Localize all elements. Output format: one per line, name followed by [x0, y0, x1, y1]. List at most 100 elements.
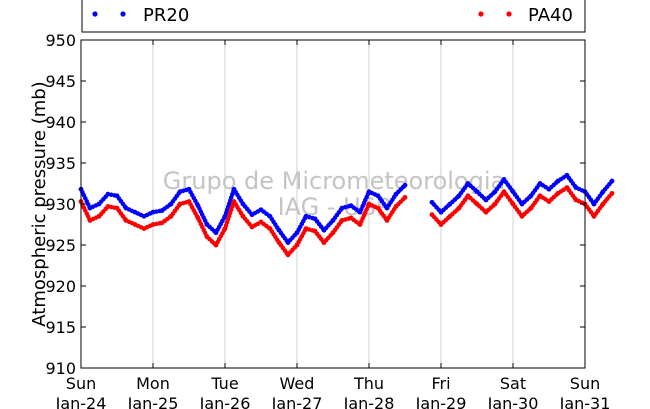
data-point-pa40: [465, 193, 471, 199]
data-point-pa40: [474, 201, 480, 207]
data-point-pa40: [573, 197, 579, 203]
legend-label-pa40: PA40: [528, 5, 573, 26]
series-trace-segment: [582, 201, 597, 219]
series-trace-segment: [114, 193, 129, 211]
series-trace-segment: [186, 199, 201, 221]
data-point-pa40: [519, 213, 525, 219]
data-point-pr20: [141, 213, 147, 219]
data-point-pa40: [564, 185, 570, 191]
data-point-pr20: [168, 201, 174, 207]
data-point-pr20: [285, 240, 291, 245]
data-point-pa40: [240, 213, 246, 219]
series-trace-segment: [78, 199, 93, 223]
x-tick-label-day: Tue: [210, 374, 238, 393]
x-tick-label-date: Jan-30: [487, 394, 539, 409]
series-trace-segment: [564, 185, 579, 203]
data-point-pa40: [393, 204, 399, 209]
data-point-pa40: [132, 222, 138, 227]
data-point-pa40: [96, 213, 102, 219]
data-point-pa40: [285, 252, 291, 258]
data-point-pa40: [294, 242, 300, 248]
data-point-pa40: [546, 199, 552, 204]
series-trace-segment: [330, 218, 345, 235]
data-point-pa40: [357, 222, 363, 227]
series-pa40: [78, 185, 615, 258]
data-point-pa40: [375, 205, 381, 211]
data-point-pr20: [177, 189, 183, 195]
series-trace-segment: [582, 189, 597, 207]
x-tick-label-date: Jan-27: [271, 394, 323, 409]
data-point-pa40: [528, 205, 534, 211]
data-point-pr20: [87, 205, 93, 211]
series-trace-segment: [195, 215, 210, 240]
data-point-pr20: [240, 201, 246, 207]
series-trace-segment: [312, 216, 327, 233]
data-point-pa40: [204, 234, 210, 240]
data-point-pr20: [195, 203, 201, 209]
watermark-line-1: Grupo de Micrometeorologia: [163, 167, 505, 195]
y-tick-label: 945: [45, 72, 76, 91]
series-trace-segment: [510, 189, 525, 207]
watermark: Grupo de Micrometeorologia IAG - USP: [163, 167, 505, 221]
data-point-pr20: [474, 189, 480, 195]
series-trace-segment: [492, 189, 507, 207]
data-point-pa40: [438, 222, 444, 227]
data-point-pa40: [303, 226, 309, 232]
legend: PR20 PA40: [81, 0, 586, 33]
legend-label-pr20: PR20: [143, 5, 189, 26]
data-point-pa40: [168, 213, 174, 219]
data-point-pr20: [321, 227, 327, 233]
series-trace-segment: [564, 173, 579, 190]
x-tick-label-date: Jan-28: [343, 394, 395, 409]
x-tick-label-date: Jan-29: [415, 394, 467, 409]
series-trace-segment: [294, 226, 309, 248]
series-trace-segment: [510, 201, 525, 219]
series-trace-segment: [357, 201, 372, 227]
data-point-pr20: [609, 178, 615, 184]
series-trace-segment: [294, 214, 309, 235]
data-point-pa40: [330, 230, 336, 236]
y-tick-label: 930: [45, 195, 76, 214]
data-point-pa40: [366, 201, 372, 207]
series-trace-segment: [213, 226, 228, 248]
data-point-pr20: [249, 212, 255, 218]
series-trace-segment: [375, 193, 390, 211]
data-point-pr20: [339, 205, 345, 211]
y-tick-label: 910: [45, 359, 76, 378]
series-trace-segment: [195, 203, 210, 227]
y-tick-label: 935: [45, 154, 76, 173]
data-point-pr20: [501, 177, 507, 182]
y-axis-label: Atmospheric pressure (mb): [29, 81, 50, 326]
data-point-pr20: [330, 218, 336, 223]
data-point-pr20: [483, 197, 489, 203]
data-point-pr20: [231, 186, 237, 192]
data-point-pa40: [258, 219, 264, 225]
x-tick-label-day: Sun: [570, 374, 600, 393]
series-trace-segment: [168, 189, 183, 207]
data-point-pr20: [96, 201, 102, 207]
data-point-pa40: [123, 218, 129, 223]
legend-marker-pa40-2: [506, 11, 512, 17]
data-point-pr20: [222, 213, 228, 219]
data-point-pr20: [312, 216, 318, 222]
x-tick-label-day: Thu: [353, 374, 384, 393]
data-point-pr20: [186, 186, 192, 192]
x-tick-label-day: Sat: [500, 374, 526, 393]
series-trace-segment: [186, 186, 201, 208]
data-point-pa40: [537, 193, 543, 199]
data-point-pa40: [312, 228, 318, 234]
data-point-pr20: [600, 189, 606, 195]
data-point-pr20: [294, 230, 300, 236]
series-trace-segment: [267, 226, 282, 245]
data-point-pr20: [267, 213, 273, 219]
series-trace-segment: [456, 193, 471, 211]
data-point-pa40: [402, 195, 408, 200]
data-point-pr20: [123, 205, 129, 211]
data-point-pa40: [231, 199, 237, 204]
data-point-pa40: [492, 201, 498, 207]
y-tick-label: 915: [45, 318, 76, 337]
data-point-pa40: [105, 204, 111, 209]
data-point-pr20: [204, 222, 210, 227]
x-tick-label-date: Jan-26: [199, 394, 251, 409]
data-point-pa40: [600, 201, 606, 207]
